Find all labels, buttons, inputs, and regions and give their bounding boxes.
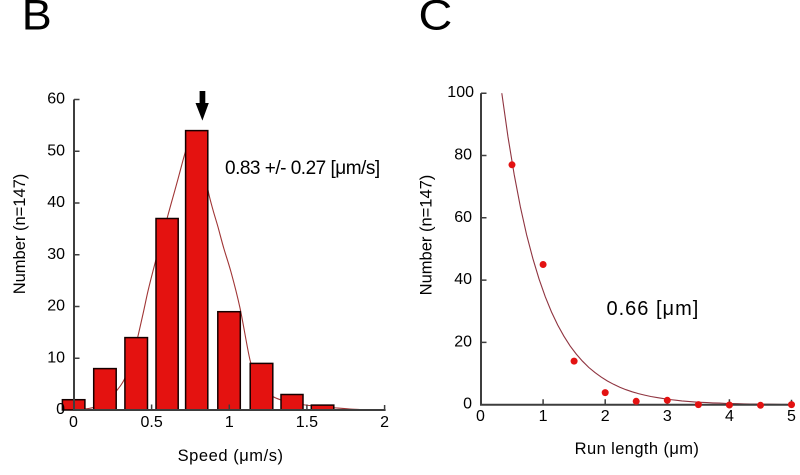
svg-text:40: 40 [47,194,65,211]
svg-text:80: 80 [454,147,472,164]
svg-text:20: 20 [454,333,472,350]
svg-text:2: 2 [380,414,389,431]
svg-text:0: 0 [69,414,78,431]
svg-text:Number (n=147): Number (n=147) [11,174,29,295]
svg-text:0.83 +/- 0.27 [μm/s]: 0.83 +/- 0.27 [μm/s] [225,158,380,179]
svg-text:5: 5 [787,408,796,425]
svg-text:2: 2 [601,408,610,425]
svg-text:0: 0 [56,401,65,418]
svg-text:1: 1 [539,408,548,425]
svg-text:1: 1 [225,414,234,431]
svg-text:Speed (μm/s): Speed (μm/s) [178,447,284,465]
svg-text:4: 4 [725,408,734,425]
svg-text:100: 100 [447,84,474,101]
svg-text:30: 30 [47,246,65,263]
svg-text:60: 60 [454,209,472,226]
svg-text:60: 60 [47,91,65,108]
svg-text:0.5: 0.5 [140,414,162,431]
svg-text:0: 0 [463,396,472,413]
svg-text:0: 0 [476,408,485,425]
svg-text:0.66 [μm]: 0.66 [μm] [607,298,700,320]
svg-text:3: 3 [663,408,672,425]
svg-text:20: 20 [47,298,65,315]
svg-text:1.5: 1.5 [296,414,318,431]
svg-text:40: 40 [454,271,472,288]
svg-text:Run length (μm): Run length (μm) [575,440,700,458]
svg-text:Number (n=147): Number (n=147) [418,175,436,296]
svg-text:50: 50 [47,142,65,159]
svg-text:C: C [419,0,453,40]
svg-text:10: 10 [47,349,65,366]
svg-text:B: B [22,0,52,40]
